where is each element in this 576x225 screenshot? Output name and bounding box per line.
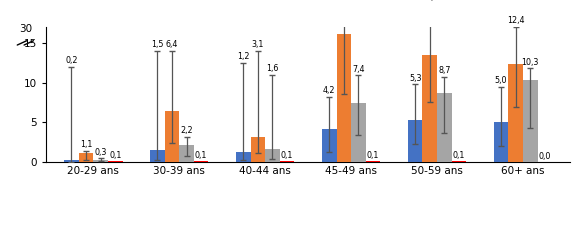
Text: 8,7: 8,7: [438, 66, 450, 75]
Bar: [150, 150, 165, 162]
Text: 13,5: 13,5: [421, 0, 438, 2]
Bar: [93, 160, 108, 162]
Bar: [452, 161, 466, 162]
Text: 3,1: 3,1: [252, 40, 264, 49]
Text: 0,0: 0,0: [539, 152, 551, 161]
Bar: [437, 93, 452, 162]
Text: 0,3: 0,3: [94, 148, 107, 157]
Text: 1,2: 1,2: [237, 52, 249, 61]
Text: 0,2: 0,2: [65, 56, 78, 65]
Bar: [336, 34, 351, 162]
Bar: [366, 161, 380, 162]
Bar: [179, 144, 194, 162]
Bar: [494, 122, 509, 162]
Text: 30: 30: [19, 24, 32, 34]
Bar: [280, 161, 294, 162]
Text: 0,1: 0,1: [453, 151, 465, 160]
Text: 5,3: 5,3: [409, 74, 422, 83]
Bar: [322, 129, 336, 162]
Bar: [194, 161, 209, 162]
Bar: [422, 55, 437, 162]
Text: 5,0: 5,0: [495, 76, 507, 85]
Text: 12,4: 12,4: [507, 16, 524, 25]
Text: 1,1: 1,1: [80, 140, 92, 149]
Text: 1,5: 1,5: [151, 40, 164, 49]
Bar: [509, 63, 523, 162]
Bar: [251, 137, 265, 162]
Bar: [523, 80, 537, 162]
Text: 1,6: 1,6: [266, 64, 279, 73]
Text: 4,2: 4,2: [323, 86, 335, 95]
Bar: [64, 160, 79, 162]
Text: 0,1: 0,1: [195, 151, 207, 160]
Bar: [351, 103, 366, 162]
Bar: [236, 153, 251, 162]
Text: 6,4: 6,4: [166, 40, 178, 49]
Text: 0,1: 0,1: [109, 151, 122, 160]
Bar: [165, 111, 179, 162]
Bar: [265, 149, 280, 162]
Text: 2,2: 2,2: [180, 126, 193, 135]
Text: 0,1: 0,1: [281, 151, 293, 160]
Bar: [108, 161, 123, 162]
Bar: [408, 120, 422, 162]
Text: 7,4: 7,4: [352, 65, 365, 74]
Bar: [79, 153, 93, 162]
Legend: BS, MC, total, risque VITT*: BS, MC, total, risque VITT*: [214, 223, 403, 225]
Text: 0,1: 0,1: [367, 151, 379, 160]
Text: 10,3: 10,3: [522, 58, 539, 67]
